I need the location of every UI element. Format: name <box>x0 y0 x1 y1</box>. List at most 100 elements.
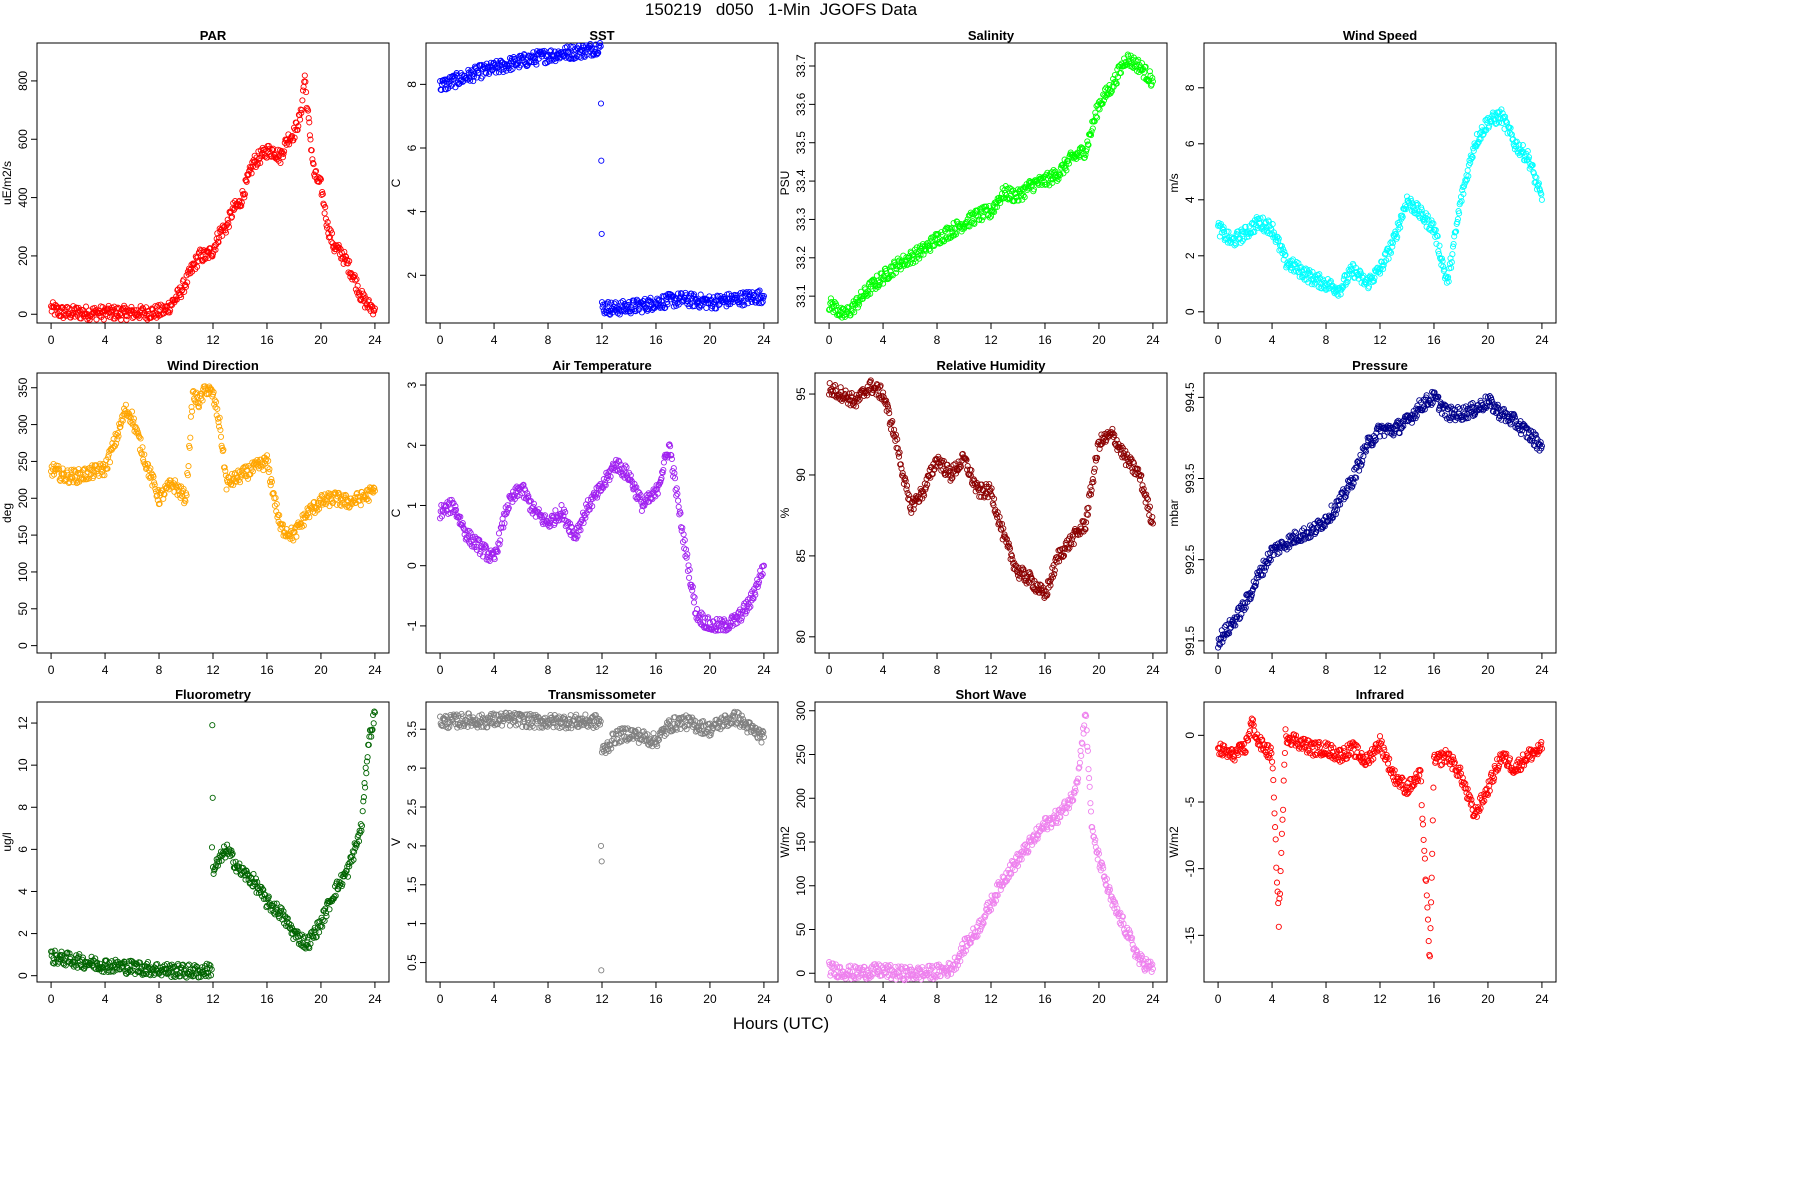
data-point <box>896 449 903 456</box>
data-point <box>99 472 106 479</box>
x-tick-label: 16 <box>1038 333 1052 347</box>
data-point <box>1529 162 1536 169</box>
data-point <box>1370 278 1377 285</box>
panel-title: Salinity <box>968 28 1015 43</box>
data-point <box>186 444 193 451</box>
data-point <box>1020 192 1027 199</box>
data-point <box>759 298 766 305</box>
data-point <box>558 502 565 509</box>
y-tick-label: 33.4 <box>794 169 808 193</box>
data-point <box>689 587 696 594</box>
data-point <box>1436 242 1443 249</box>
data-point <box>299 87 307 94</box>
data-point <box>452 503 459 510</box>
data-point <box>986 214 993 221</box>
data-point <box>1261 567 1268 574</box>
data-point <box>102 311 109 318</box>
data-point <box>734 292 741 299</box>
data-point <box>1306 267 1313 274</box>
data-point <box>310 499 317 506</box>
data-point <box>300 83 307 90</box>
data-point <box>851 309 858 316</box>
data-point <box>660 459 667 466</box>
data-point <box>926 246 933 253</box>
data-point <box>996 513 1003 520</box>
x-tick-label: 24 <box>757 333 771 347</box>
data-point <box>675 301 682 308</box>
data-point <box>326 225 333 232</box>
data-point <box>1275 235 1282 242</box>
data-point <box>322 204 329 211</box>
data-point <box>328 230 336 237</box>
data-point <box>228 213 236 220</box>
data-point <box>1311 279 1319 286</box>
data-point <box>280 150 287 157</box>
data-point <box>1448 264 1455 271</box>
data-point <box>663 451 671 458</box>
data-point <box>747 603 754 610</box>
y-tick-label: 95 <box>794 387 808 401</box>
y-axis-label: % <box>778 507 792 518</box>
data-point <box>225 220 232 227</box>
data-point <box>1063 167 1070 174</box>
data-point <box>924 481 931 488</box>
x-tick-label: 16 <box>649 663 663 677</box>
data-point <box>371 305 378 312</box>
data-point <box>333 501 340 508</box>
data-point <box>1276 549 1283 556</box>
data-point <box>1232 622 1239 629</box>
data-point <box>452 506 460 513</box>
data-point <box>1373 265 1380 272</box>
data-point <box>178 294 185 301</box>
data-point <box>714 292 721 299</box>
data-point <box>600 476 607 483</box>
data-point <box>606 310 613 317</box>
data-point <box>900 252 907 259</box>
data-point <box>339 499 346 506</box>
data-point <box>725 625 733 632</box>
panel-title: Air Temperature <box>552 358 651 373</box>
data-point <box>1399 213 1406 221</box>
data-point <box>1387 239 1394 247</box>
data-point <box>1460 183 1468 190</box>
data-point <box>552 58 559 65</box>
data-point <box>116 424 123 431</box>
data-point <box>1454 216 1461 223</box>
data-point <box>1429 228 1436 235</box>
data-point <box>344 496 351 504</box>
data-point <box>1386 248 1393 255</box>
data-point <box>1085 141 1092 149</box>
data-point <box>450 500 457 507</box>
data-point <box>880 389 887 396</box>
data-point <box>1046 578 1053 585</box>
data-point <box>267 152 274 159</box>
data-point <box>1044 591 1051 598</box>
data-point <box>564 49 571 56</box>
data-point <box>1070 541 1077 548</box>
data-point <box>741 301 748 308</box>
y-tick-label: 8 <box>405 81 419 88</box>
data-point <box>559 509 566 516</box>
data-point <box>271 502 278 509</box>
y-tick-label: 300 <box>16 414 30 434</box>
data-point <box>319 191 326 198</box>
data-point <box>1257 215 1264 222</box>
data-point <box>265 142 272 149</box>
data-point <box>532 58 539 65</box>
y-tick-label: 994.5 <box>1183 382 1197 412</box>
x-tick-label: 20 <box>1481 333 1495 347</box>
data-point <box>940 466 947 473</box>
data-point <box>691 594 698 601</box>
data-point <box>1286 544 1293 551</box>
data-point <box>1492 120 1499 127</box>
data-point <box>638 309 645 316</box>
data-point <box>721 618 728 625</box>
data-point <box>854 394 861 401</box>
data-point <box>263 154 271 161</box>
data-point <box>647 294 654 301</box>
y-tick-label: 250 <box>16 451 30 471</box>
data-point <box>188 403 195 411</box>
plot-frame <box>425 42 779 324</box>
data-point <box>1454 219 1461 226</box>
